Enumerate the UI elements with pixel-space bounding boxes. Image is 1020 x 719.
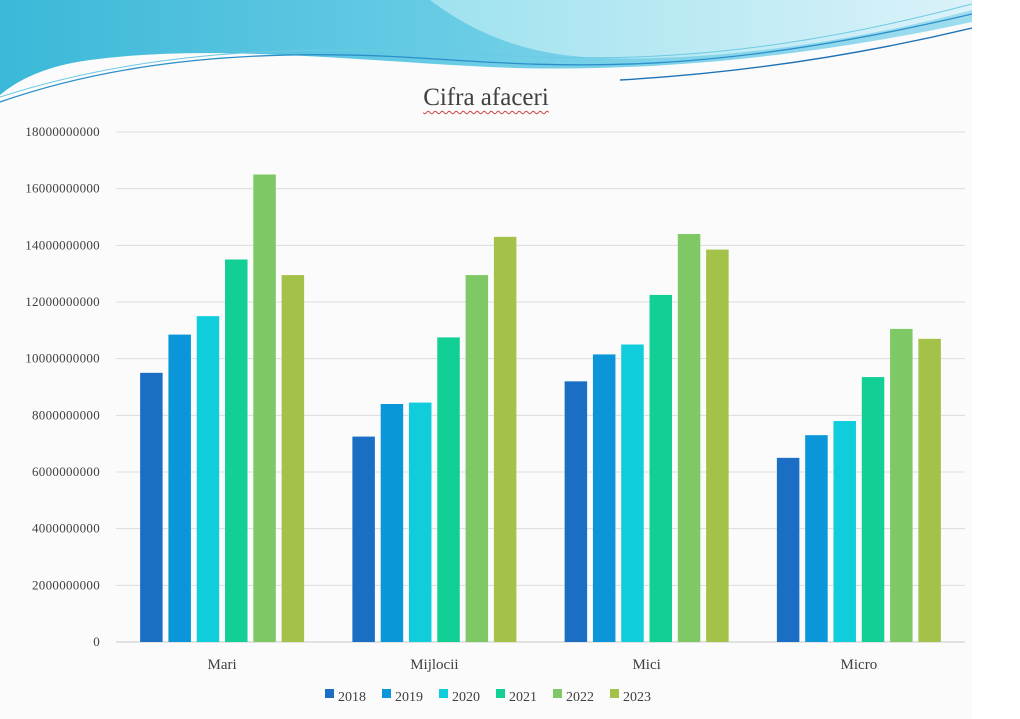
legend-swatch xyxy=(496,689,505,698)
y-tick-label: 4000000000 xyxy=(32,521,100,536)
y-tick-label: 10000000000 xyxy=(25,351,100,366)
legend-swatch xyxy=(382,689,391,698)
legend-swatch xyxy=(325,689,334,698)
bar-chart: 0 2000000000 4000000000 6000000000 800000000… xyxy=(25,124,965,705)
y-tick-label: 6000000000 xyxy=(32,464,100,479)
bar-2018-mari xyxy=(140,372,163,642)
bar-2022-mici xyxy=(677,234,701,642)
bar-2021-mijlocii xyxy=(437,337,460,642)
bar-2021-mici xyxy=(649,294,673,642)
y-tick-label: 0 xyxy=(93,634,100,649)
bar-2023-micro xyxy=(918,338,941,642)
bar-2020-mari xyxy=(196,316,220,642)
bar-2020-mijlocii xyxy=(408,402,432,642)
bar-2022-micro xyxy=(890,328,913,642)
bar-2018-micro xyxy=(776,457,800,642)
legend-label: 2019 xyxy=(395,690,423,705)
legend-label: 2022 xyxy=(566,690,594,705)
y-tick-label: 2000000000 xyxy=(32,577,100,592)
category-label: Mijlocii xyxy=(410,657,458,673)
y-tick-label: 8000000000 xyxy=(32,407,100,422)
legend-label: 2018 xyxy=(338,690,366,705)
bar-2018-mici xyxy=(564,381,588,642)
bar-2019-mari xyxy=(168,334,191,642)
y-tick-label: 18000000000 xyxy=(25,124,100,139)
category-label: Mari xyxy=(208,657,237,673)
x-axis-category-labels: Mari Mijlocii Mici Micro xyxy=(208,657,878,673)
bar-2023-mijlocii xyxy=(493,236,517,643)
legend-label: 2020 xyxy=(452,690,480,705)
bar-2019-micro xyxy=(805,435,828,642)
category-label: Micro xyxy=(841,657,878,673)
bar-2022-mari xyxy=(253,174,276,642)
y-tick-label: 14000000000 xyxy=(25,237,100,252)
bar-2021-mari xyxy=(225,259,248,642)
legend-swatch xyxy=(439,689,448,698)
bar-2019-mici xyxy=(592,354,616,642)
bar-2021-micro xyxy=(861,377,885,642)
y-tick-label: 16000000000 xyxy=(25,181,100,196)
y-axis-tick-labels: 0 2000000000 4000000000 6000000000 800000000… xyxy=(25,124,100,649)
y-tick-label: 12000000000 xyxy=(25,294,100,309)
bar-2019-mijlocii xyxy=(380,404,404,642)
legend-swatch xyxy=(553,689,562,698)
legend-label: 2023 xyxy=(623,690,651,705)
category-label: Mici xyxy=(632,657,660,673)
chart-title-text: Cifra afaceri xyxy=(423,84,549,111)
bars xyxy=(140,174,941,643)
bar-2022-mijlocii xyxy=(465,275,489,642)
wave-header-decoration xyxy=(0,0,972,103)
bar-2018-mijlocii xyxy=(352,436,375,642)
legend-swatch xyxy=(610,689,619,698)
slide: Cifra afaceri 0 2000000000 4000000000 60000… xyxy=(0,0,972,705)
bar-2023-mici xyxy=(706,249,729,643)
legend-label: 2021 xyxy=(509,690,537,705)
chart-title: Cifra afaceri xyxy=(0,84,972,112)
bar-2023-mari xyxy=(281,275,305,642)
legend: 2018 2019 2020 2021 2022 2023 xyxy=(325,689,651,705)
bar-2020-mici xyxy=(621,344,644,642)
bar-2020-micro xyxy=(833,421,856,642)
